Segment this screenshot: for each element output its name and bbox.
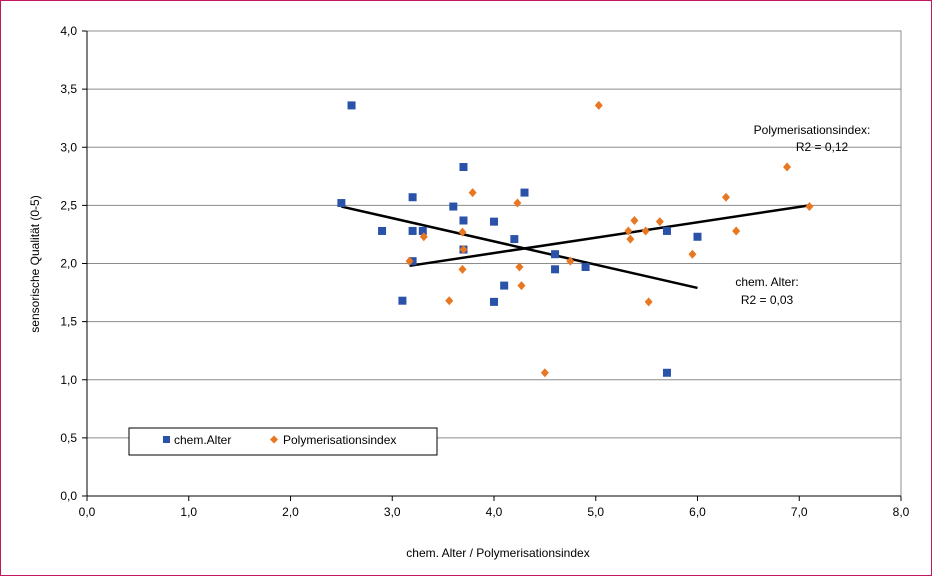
trendline-chem-alter xyxy=(341,205,698,290)
annotation-alter-line2: R2 = 0,03 xyxy=(741,293,794,307)
point-chem-alter xyxy=(581,262,590,271)
y-tick-labels: 0,0 0,5 1,0 1,5 2,0 2,5 3,0 3,5 4,0 xyxy=(60,24,77,503)
point-polymerisationsindex xyxy=(641,226,650,236)
x-tick-label: 6,0 xyxy=(689,505,706,519)
point-polymerisationsindex xyxy=(405,256,414,266)
point-chem-alter xyxy=(551,265,560,274)
y-tick-label: 1,5 xyxy=(60,315,77,329)
point-polymerisationsindex xyxy=(688,249,697,259)
point-polymerisationsindex xyxy=(732,226,741,236)
point-polymerisationsindex xyxy=(419,232,428,242)
x-tick-labels: 0,0 1,0 2,0 3,0 4,0 5,0 6,0 7,0 8,0 xyxy=(79,505,910,519)
point-polymerisationsindex xyxy=(624,226,633,236)
point-chem-alter xyxy=(337,199,346,208)
point-polymerisationsindex xyxy=(626,234,635,244)
point-chem-alter xyxy=(459,216,468,225)
point-chem-alter xyxy=(551,250,560,259)
point-chem-alter xyxy=(510,235,519,244)
legend-label-polymerisationsindex: Polymerisationsindex xyxy=(283,433,396,447)
y-axis-label: sensorische Qualität (0-5) xyxy=(28,195,42,332)
y-tick-label: 2,5 xyxy=(60,198,77,212)
point-polymerisationsindex xyxy=(540,368,549,378)
point-polymerisationsindex xyxy=(783,162,792,172)
annotation-chem-alter: chem. Alter: R2 = 0,03 xyxy=(735,275,798,307)
legend-box xyxy=(128,427,438,456)
legend-marker-polymerisationsindex xyxy=(270,435,278,444)
x-tick-label: 3,0 xyxy=(384,505,401,519)
y-tick-label: 4,0 xyxy=(60,24,77,38)
point-chem-alter xyxy=(662,368,671,377)
x-axis-label: chem. Alter / Polymerisationsindex xyxy=(406,546,589,560)
point-polymerisationsindex xyxy=(458,227,467,237)
point-polymerisationsindex xyxy=(468,188,477,198)
x-tick-label: 4,0 xyxy=(486,505,503,519)
y-tick-label: 3,5 xyxy=(60,82,77,96)
axes xyxy=(82,30,902,501)
x-tick-label: 1,0 xyxy=(180,505,197,519)
point-chem-alter xyxy=(490,297,498,306)
y-tick-label: 3,0 xyxy=(60,140,77,154)
x-tick-label: 5,0 xyxy=(587,505,604,519)
point-polymerisationsindex xyxy=(644,297,653,307)
point-polymerisationsindex xyxy=(630,215,639,225)
x-tick-label: 0,0 xyxy=(79,505,96,519)
point-polymerisationsindex xyxy=(445,296,454,306)
point-polymerisationsindex xyxy=(655,217,664,227)
point-polymerisationsindex xyxy=(721,192,730,202)
point-polymerisationsindex xyxy=(566,256,575,266)
x-tick-label: 2,0 xyxy=(282,505,299,519)
point-chem-alter xyxy=(490,217,498,226)
data-points xyxy=(337,100,814,378)
annotation-poly-line1: Polymerisationsindex: xyxy=(754,123,871,137)
point-chem-alter xyxy=(378,226,387,235)
point-chem-alter xyxy=(398,296,407,305)
point-chem-alter xyxy=(693,232,702,241)
point-chem-alter xyxy=(408,193,417,202)
point-chem-alter xyxy=(662,226,671,235)
point-polymerisationsindex xyxy=(458,264,467,274)
annotation-polymerisationsindex: Polymerisationsindex: R2 = 0,12 xyxy=(754,123,871,154)
annotation-poly-line2: R2 = 0,12 xyxy=(796,140,849,154)
x-tick-label: 8,0 xyxy=(893,505,910,519)
legend-marker-chem-alter xyxy=(163,436,170,443)
point-chem-alter xyxy=(520,188,529,197)
point-polymerisationsindex xyxy=(459,245,468,255)
point-chem-alter xyxy=(449,202,458,211)
legend-label-chem-alter: chem.Alter xyxy=(174,433,231,447)
point-polymerisationsindex xyxy=(594,100,603,110)
annotation-alter-line1: chem. Alter: xyxy=(735,275,798,289)
y-tick-label: 0,0 xyxy=(60,489,77,503)
y-tick-label: 0,5 xyxy=(60,431,77,445)
x-tick-label: 7,0 xyxy=(791,505,808,519)
grid-lines xyxy=(87,30,901,439)
trendlines xyxy=(341,204,810,290)
point-polymerisationsindex xyxy=(805,202,814,212)
point-polymerisationsindex xyxy=(515,262,524,272)
point-chem-alter xyxy=(347,101,356,110)
point-polymerisationsindex xyxy=(513,198,522,208)
point-polymerisationsindex xyxy=(517,281,526,291)
y-tick-label: 1,0 xyxy=(60,373,77,387)
point-chem-alter xyxy=(500,281,509,290)
point-chem-alter xyxy=(418,226,427,235)
legend: chem.Alter Polymerisationsindex xyxy=(128,427,438,456)
point-chem-alter xyxy=(459,163,468,172)
trendline-polymerisationsindex xyxy=(409,204,810,268)
y-tick-label: 2,0 xyxy=(60,257,77,271)
point-chem-alter xyxy=(408,226,417,235)
